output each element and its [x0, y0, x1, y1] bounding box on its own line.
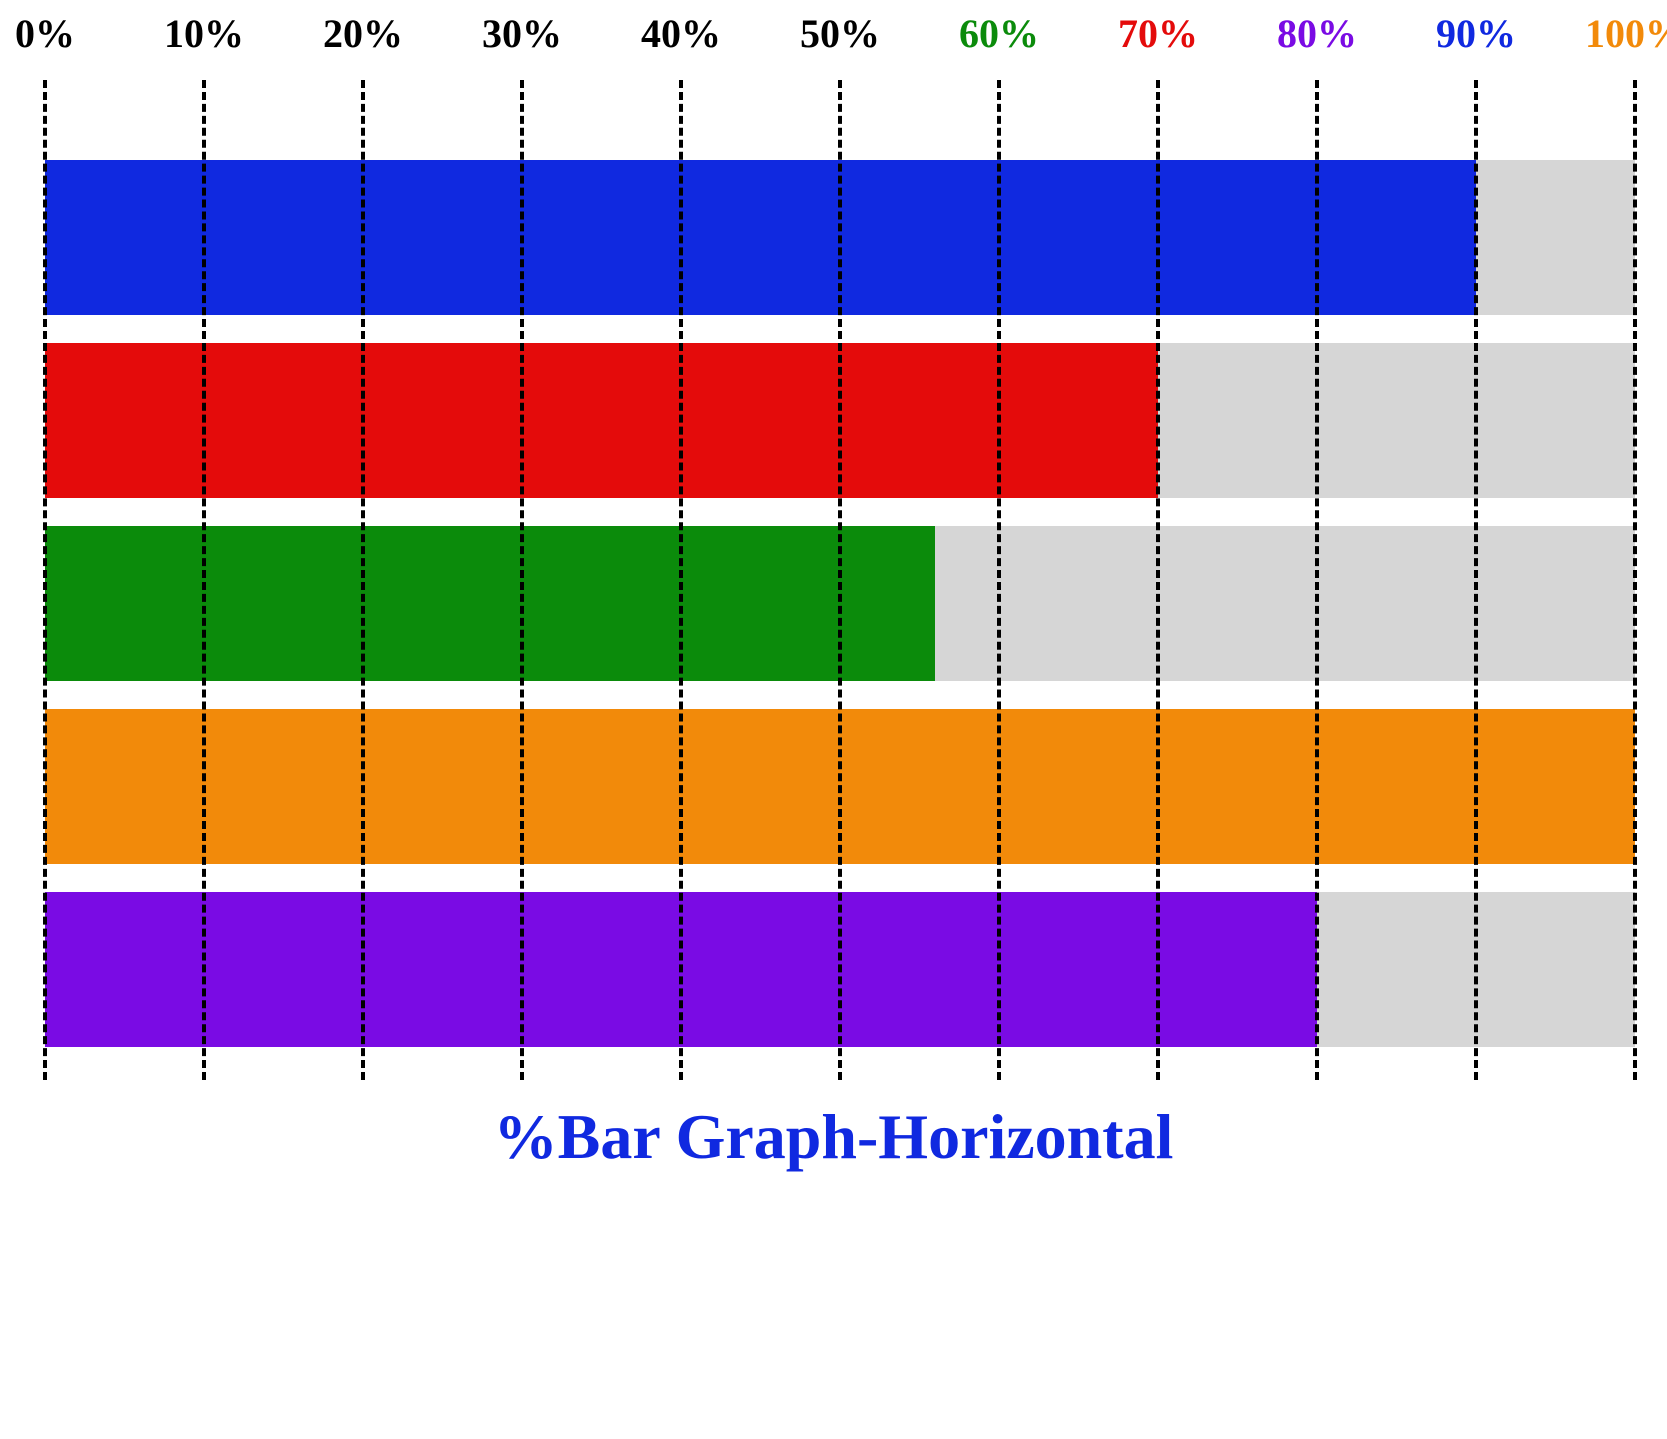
gridline [43, 80, 47, 1080]
axis-tick-label: 30% [482, 10, 562, 57]
gridline [1474, 80, 1478, 1080]
axis-tick-label: 0% [15, 10, 75, 57]
chart-wrapper: 0% 10% 20% 30% 40% 50% 60% 70% 80% 90% 100% 90 70 56… [0, 0, 1667, 1439]
axis-tick-label: 90% [1436, 10, 1516, 57]
gridline [202, 80, 206, 1080]
plot-area: 90705610080 [45, 80, 1635, 1080]
gridline [679, 80, 683, 1080]
chart-area: 0%10%20%30%40%50%60%70%80%90%100% 907056… [45, 10, 1635, 1080]
bar-fill: 70 [45, 343, 1158, 498]
chart-title: %Bar Graph-Horizontal [0, 1100, 1667, 1174]
gridline [1633, 80, 1637, 1080]
axis-tick-label: 10% [164, 10, 244, 57]
bar-fill: 56 [45, 526, 935, 681]
x-axis-labels: 0%10%20%30%40%50%60%70%80%90%100% [45, 10, 1635, 80]
gridline [838, 80, 842, 1080]
axis-tick-label: 50% [800, 10, 880, 57]
axis-tick-label: 80% [1277, 10, 1357, 57]
gridline [1315, 80, 1319, 1080]
axis-tick-label: 40% [641, 10, 721, 57]
axis-tick-label: 70% [1118, 10, 1198, 57]
gridline [520, 80, 524, 1080]
bar-fill: 90 [45, 160, 1476, 315]
gridline [997, 80, 1001, 1080]
axis-tick-label: 100% [1585, 10, 1667, 57]
axis-tick-label: 20% [323, 10, 403, 57]
gridline [1156, 80, 1160, 1080]
gridline [361, 80, 365, 1080]
axis-tick-label: 60% [959, 10, 1039, 57]
